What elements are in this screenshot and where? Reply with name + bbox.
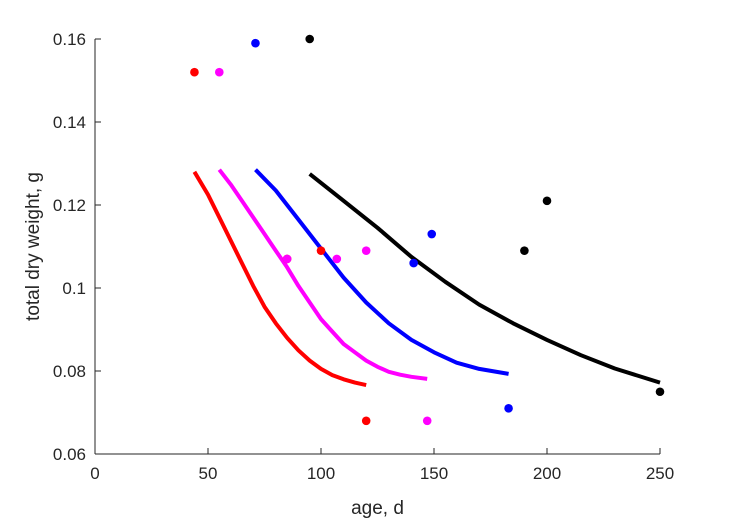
data-point [427, 229, 437, 239]
fit-curve-1 [192, 170, 367, 388]
y-axis-title: total dry weight, g [23, 172, 44, 321]
data-point [655, 387, 665, 397]
data-point [422, 416, 432, 426]
data-point [520, 246, 529, 255]
data-point [332, 254, 342, 264]
data-point [361, 416, 371, 426]
data-point [409, 258, 418, 268]
data-point [504, 404, 513, 413]
x-tick-label: 250 [646, 464, 674, 483]
data-point [251, 38, 260, 48]
y-tick-label: 0.08 [53, 362, 86, 381]
x-tick-label: 150 [420, 464, 448, 483]
x-tick-label: 200 [533, 464, 561, 483]
data-point [305, 34, 315, 44]
x-tick-label: 50 [199, 464, 218, 483]
x-ticks: 0 50 100 150 200 250 [90, 448, 674, 483]
data-point [190, 67, 199, 77]
x-axis-title: age, d [351, 498, 404, 519]
fit-curve-2 [217, 168, 428, 381]
data-point [542, 196, 552, 206]
fit-curve-3 [254, 168, 509, 376]
data-point [316, 246, 326, 255]
x-tick-label: 100 [307, 464, 335, 483]
data-point [215, 67, 224, 77]
y-tick-label: 0.14 [53, 113, 86, 132]
y-tick-label: 0.06 [53, 445, 86, 464]
y-tick-label: 0.12 [53, 196, 86, 215]
y-tick-label: 0.16 [53, 30, 86, 49]
y-ticks: 0.06 0.08 0.1 0.12 0.14 0.16 [53, 30, 101, 464]
fit-curve-4 [308, 172, 661, 385]
fit-curves [192, 168, 661, 388]
y-tick-label: 0.1 [62, 279, 86, 298]
data-point [361, 246, 371, 255]
data-point [282, 254, 292, 264]
x-tick-label: 0 [90, 464, 99, 483]
axes: 0 50 100 150 200 250 0.06 0.08 0.1 0.12 0.14 0.16 [53, 30, 674, 483]
data-points [190, 34, 665, 426]
